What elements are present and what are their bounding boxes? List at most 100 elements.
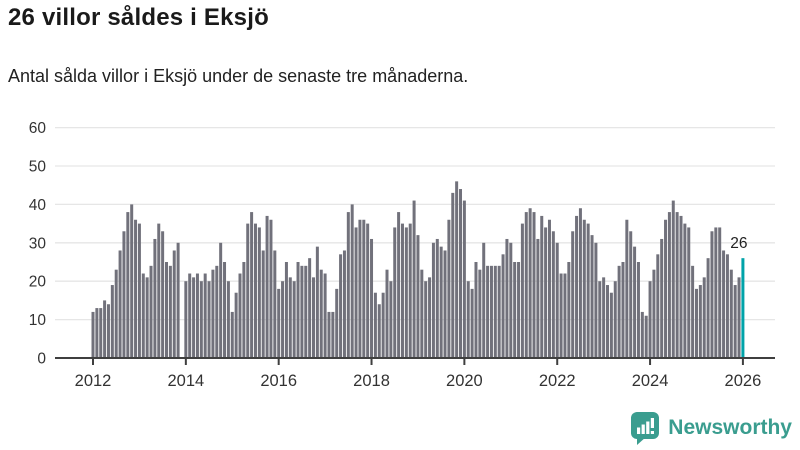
bar (176, 242, 180, 358)
bar (621, 262, 625, 358)
bar (346, 212, 350, 358)
bar (118, 250, 122, 358)
bar-chart: 0 10 20 30 40 50 60 2012 2014 2016 2018 2020 2022 202… (29, 120, 775, 390)
bar (106, 304, 110, 358)
bar (493, 265, 497, 358)
bar (373, 292, 377, 358)
bar (509, 242, 513, 358)
bar (664, 219, 668, 358)
bar (393, 227, 397, 358)
bar (590, 235, 594, 358)
bar (625, 219, 629, 358)
bar (335, 288, 339, 358)
bar (648, 281, 652, 358)
bar (304, 265, 308, 358)
bar (99, 308, 103, 358)
bar (532, 212, 536, 358)
bar (281, 281, 285, 358)
brand-footer: Newsworthy (630, 410, 792, 446)
bar (192, 277, 196, 358)
bar (420, 269, 424, 358)
newsworthy-logo-icon (631, 412, 660, 445)
bar (702, 277, 706, 358)
bar (609, 292, 613, 358)
y-axis-tick-label: 30 (29, 235, 47, 252)
bar (636, 262, 640, 358)
bar (633, 246, 637, 358)
bar (277, 288, 281, 358)
bar (606, 285, 610, 358)
y-axis-tick-label: 50 (29, 159, 47, 176)
bar (718, 227, 722, 358)
bar (486, 265, 490, 358)
bar (451, 192, 455, 358)
bar (474, 262, 478, 358)
bar (242, 262, 246, 358)
bar (296, 262, 300, 358)
bar (733, 285, 737, 358)
bar (578, 208, 582, 358)
bar (478, 269, 482, 358)
bar (199, 281, 203, 358)
bar (362, 219, 366, 358)
bar (559, 273, 563, 358)
bar (435, 238, 439, 358)
bar (466, 281, 470, 358)
bar (342, 250, 346, 358)
x-axis-tick-label: 2020 (446, 372, 483, 390)
bar (141, 273, 145, 358)
bar (691, 265, 695, 358)
bar (269, 219, 273, 358)
y-axis-tick-label: 40 (29, 197, 47, 214)
chart-title: 26 villor såldes i Eksjö (8, 4, 269, 31)
bar (698, 285, 702, 358)
bar (215, 265, 219, 358)
bar (644, 315, 648, 358)
bar (246, 223, 250, 358)
bar (582, 219, 586, 358)
bar (683, 223, 687, 358)
bar (257, 227, 261, 358)
brand-name: Newsworthy (668, 416, 792, 439)
bar (203, 273, 207, 358)
bar (339, 254, 343, 358)
bar (424, 281, 428, 358)
bar (675, 212, 679, 358)
bar (602, 277, 606, 358)
bar (95, 308, 99, 358)
bar (300, 265, 304, 358)
bar (412, 200, 416, 358)
bar (122, 231, 126, 358)
bar (91, 311, 95, 358)
bar (455, 181, 459, 358)
bar (629, 231, 633, 358)
bar (110, 285, 114, 358)
x-axis-tick-label: 2024 (632, 372, 669, 390)
bar (722, 250, 726, 358)
bar (389, 281, 393, 358)
bar (381, 292, 385, 358)
bar (234, 292, 238, 358)
bar (555, 242, 559, 358)
bar (714, 227, 718, 358)
bar (195, 273, 199, 358)
bar (230, 311, 234, 358)
bar (137, 223, 141, 358)
bar (729, 269, 733, 358)
bar (385, 269, 389, 358)
bar (725, 254, 729, 358)
bar (250, 212, 254, 358)
bar (358, 219, 362, 358)
x-axis-tick-label: 2014 (167, 372, 204, 390)
bar (547, 219, 551, 358)
bar (613, 281, 617, 358)
bar (431, 242, 435, 358)
bar (219, 242, 223, 358)
bar (598, 281, 602, 358)
bar (706, 258, 710, 358)
bar (157, 223, 161, 358)
bar (551, 231, 555, 358)
bar (404, 227, 408, 358)
bar (640, 311, 644, 358)
